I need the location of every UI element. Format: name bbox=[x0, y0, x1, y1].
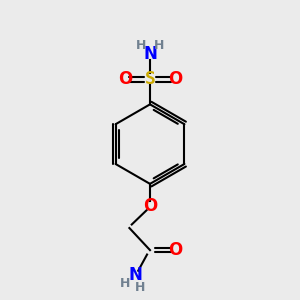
Text: H: H bbox=[154, 39, 165, 52]
Text: O: O bbox=[118, 70, 132, 88]
Text: H: H bbox=[120, 278, 130, 290]
Text: H: H bbox=[135, 39, 146, 52]
Text: N: N bbox=[143, 45, 157, 63]
Text: N: N bbox=[128, 266, 142, 284]
Text: H: H bbox=[134, 281, 145, 294]
Text: O: O bbox=[168, 241, 182, 259]
Text: S: S bbox=[145, 70, 155, 88]
Text: O: O bbox=[168, 70, 182, 88]
Text: O: O bbox=[143, 197, 157, 215]
